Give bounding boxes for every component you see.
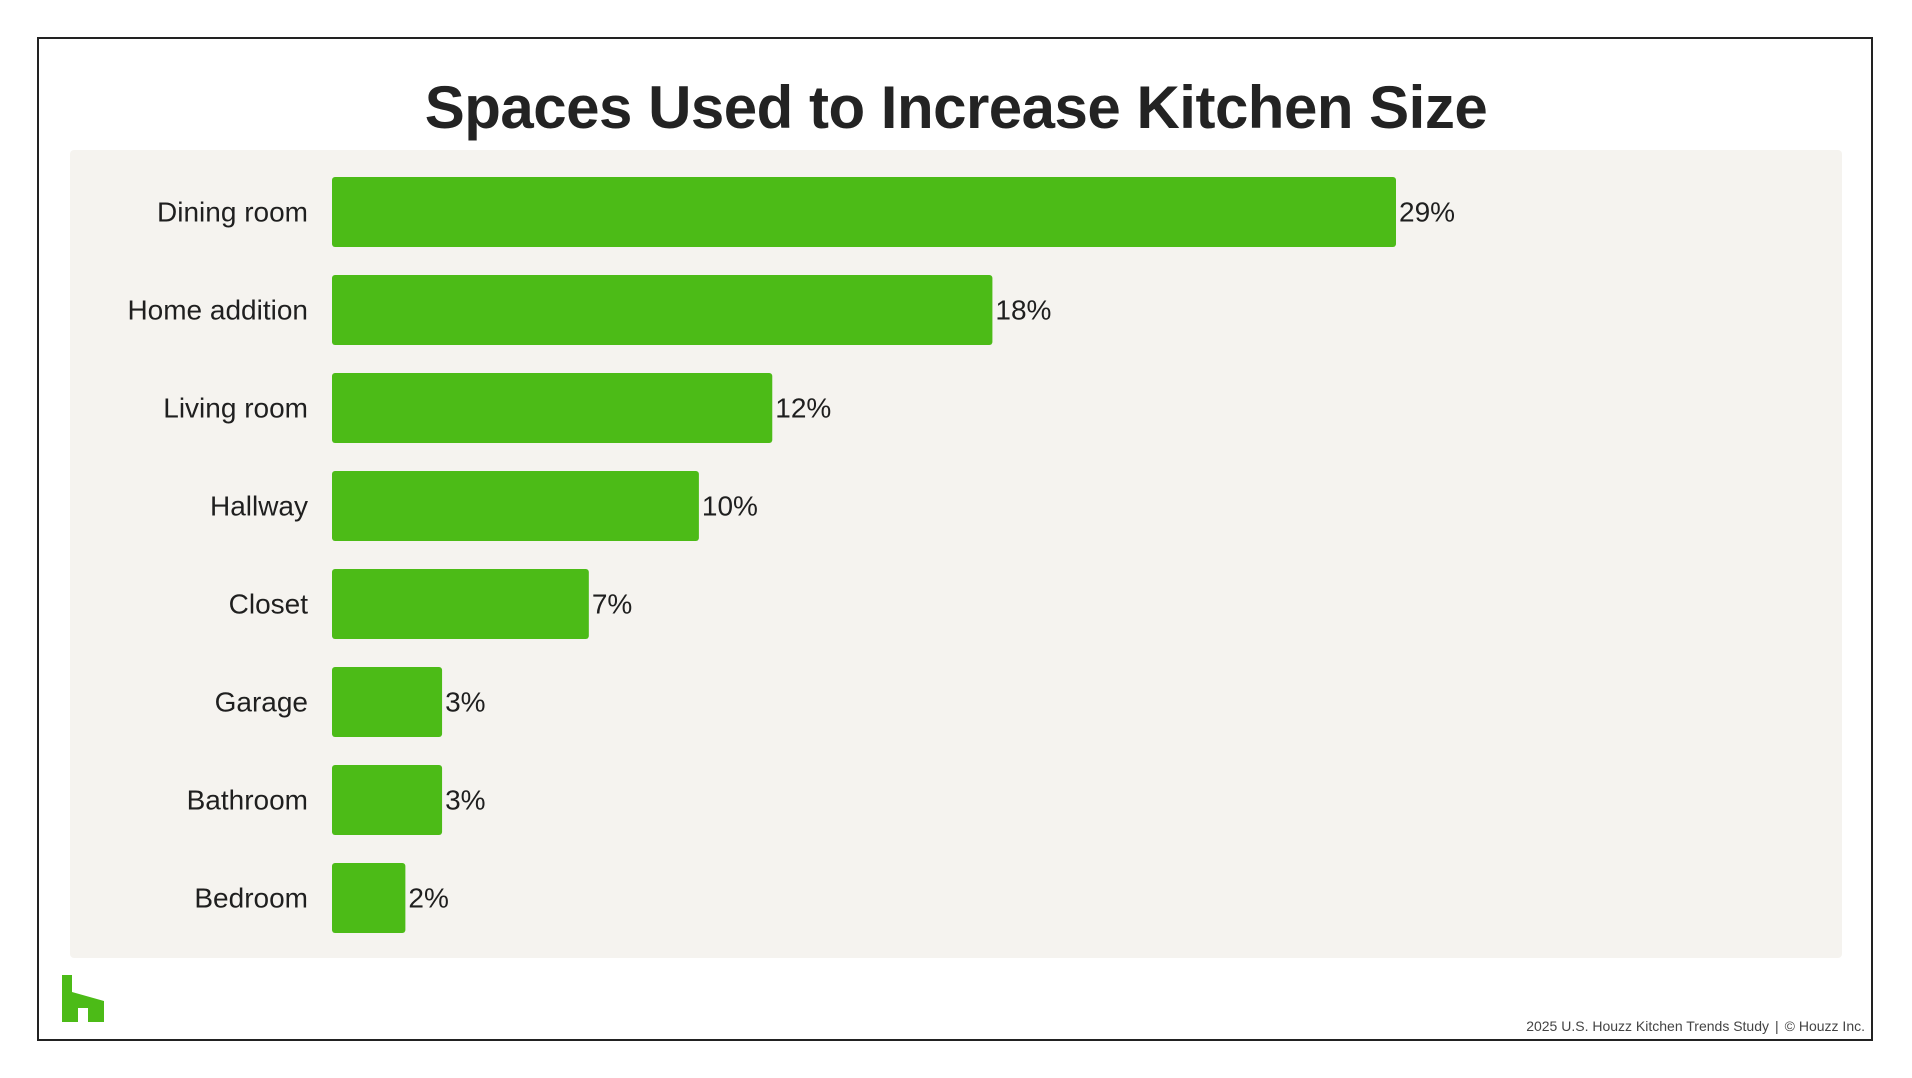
- footer-study: 2025 U.S. Houzz Kitchen Trends Study: [1526, 1018, 1770, 1034]
- value-label: 29%: [1399, 197, 1455, 228]
- houzz-logo-icon: [62, 975, 104, 1022]
- footer-separator: |: [1775, 1018, 1779, 1034]
- value-label: 3%: [445, 785, 485, 816]
- category-label: Dining room: [157, 197, 308, 228]
- value-label: 3%: [445, 687, 485, 718]
- category-label: Garage: [215, 687, 308, 718]
- value-label: 7%: [592, 589, 632, 620]
- category-label: Hallway: [210, 491, 308, 522]
- category-label: Home addition: [127, 295, 308, 326]
- bar: [332, 275, 993, 345]
- value-label: 10%: [702, 491, 758, 522]
- bar: [332, 667, 443, 737]
- chart-title: Spaces Used to Increase Kitchen Size: [424, 74, 1488, 141]
- value-label: 12%: [775, 393, 831, 424]
- footer-copyright: © Houzz Inc.: [1784, 1018, 1865, 1034]
- category-label: Bathroom: [187, 785, 308, 816]
- category-label: Closet: [229, 589, 309, 620]
- bar: [332, 863, 406, 933]
- bar: [332, 177, 1396, 247]
- bar: [332, 569, 589, 639]
- value-label: 18%: [995, 295, 1051, 326]
- category-label: Bedroom: [194, 883, 308, 914]
- value-label: 2%: [408, 883, 448, 914]
- bar: [332, 765, 443, 835]
- bar: [332, 373, 773, 443]
- chart-panel: Dining room 29% Home addition 18% Living roo…: [70, 150, 1842, 958]
- category-label: Living room: [163, 393, 308, 424]
- bar-chart: Dining room 29% Home addition 18% Living roo…: [127, 177, 1455, 933]
- bar: [332, 471, 699, 541]
- footer-credit: 2025 U.S. Houzz Kitchen Trends Study | © H…: [1526, 1018, 1865, 1034]
